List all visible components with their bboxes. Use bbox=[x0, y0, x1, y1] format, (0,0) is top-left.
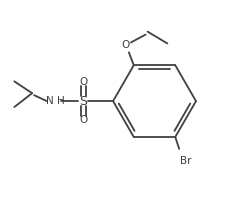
Text: H: H bbox=[57, 96, 65, 106]
Text: N: N bbox=[46, 96, 54, 106]
Text: O: O bbox=[79, 115, 88, 125]
Text: O: O bbox=[122, 41, 130, 50]
Text: O: O bbox=[79, 77, 88, 87]
Text: S: S bbox=[79, 95, 87, 108]
Text: Br: Br bbox=[180, 156, 192, 166]
